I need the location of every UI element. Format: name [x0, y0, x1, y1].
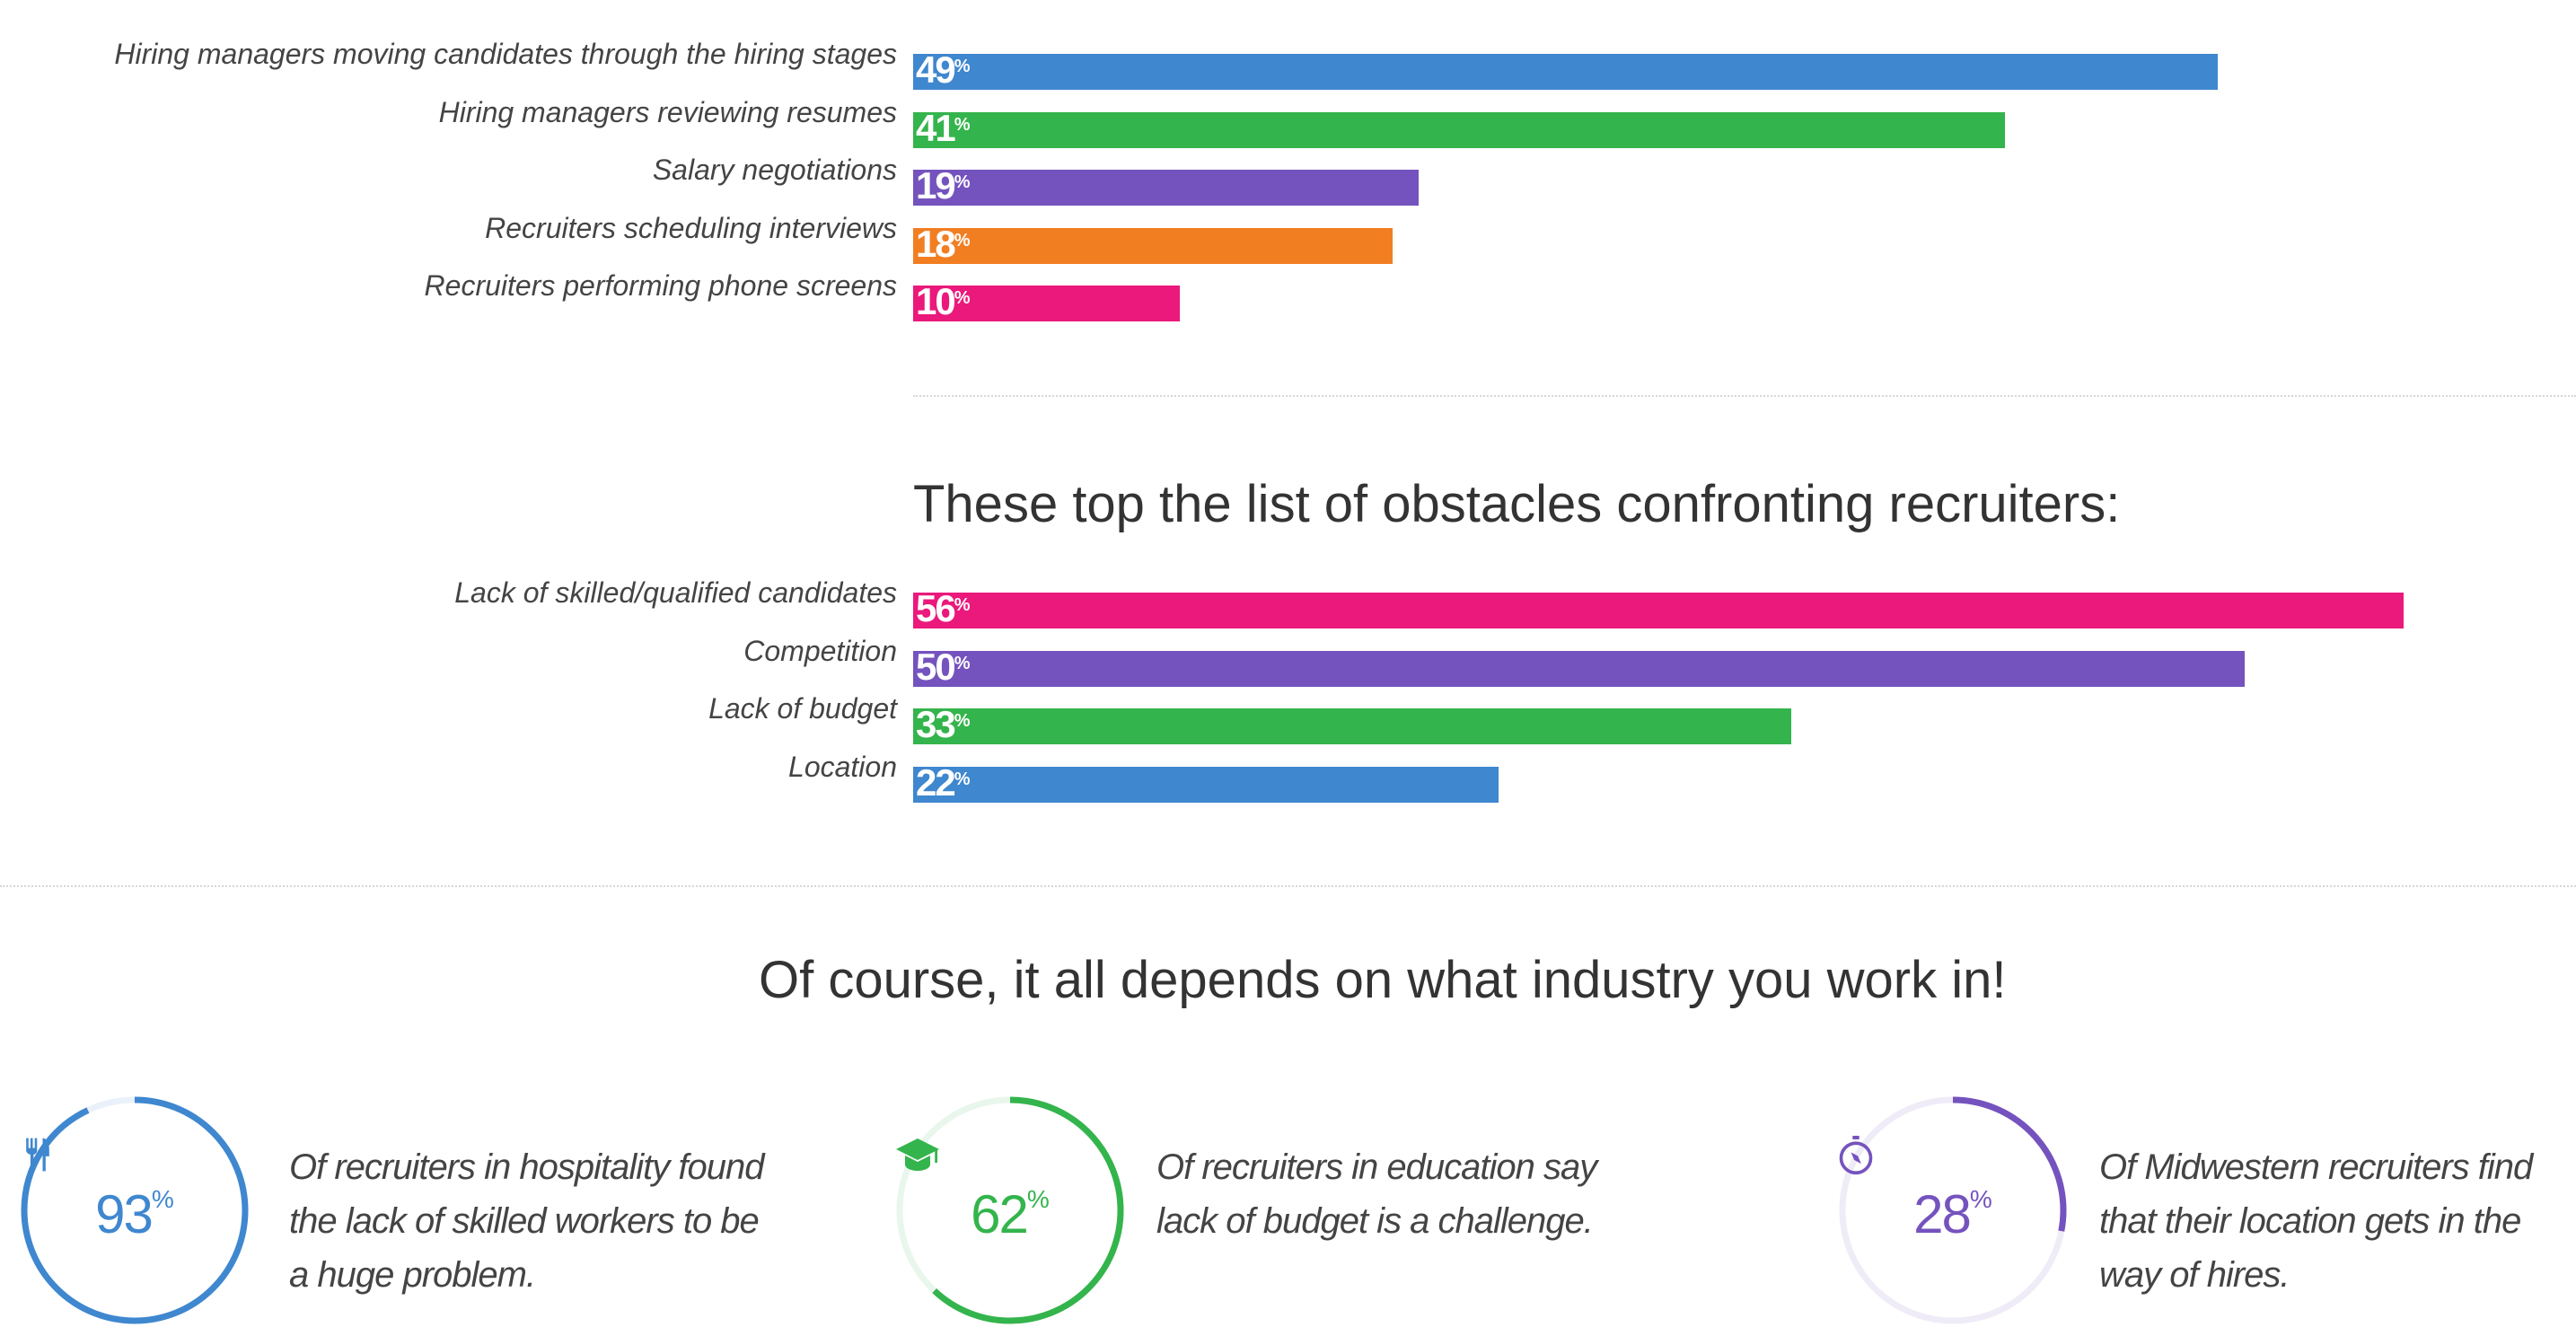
bar	[913, 111, 2005, 148]
bar-value: 56	[916, 587, 956, 629]
progress-ring	[1839, 1096, 2067, 1324]
stat-number: 93	[95, 1184, 154, 1244]
stat-description-line: way of hires.	[2099, 1255, 2290, 1295]
stat-description: Of recruiters in education say lack of bu…	[1156, 1140, 1659, 1248]
bar-value: 50	[916, 645, 956, 688]
bar-row: Hiring managers reviewing resumes 41%	[0, 94, 2576, 148]
percent-sign: %	[954, 653, 971, 673]
stat-description-line: Of recruiters in hospitality found	[289, 1147, 764, 1187]
bar-label: Lack of skilled/qualified candidates	[454, 576, 897, 609]
bar-value-label: 41%	[916, 106, 971, 149]
stat-number: 28	[1913, 1184, 1972, 1244]
stat-description-line: Of Midwestern recruiters find	[2099, 1147, 2533, 1187]
percent-sign: %	[954, 595, 971, 615]
bar	[913, 286, 1180, 321]
hiring-bottlenecks-chart: Hiring managers moving candidates throug…	[0, 36, 2576, 341]
percent-sign: %	[1026, 1185, 1050, 1213]
bar-value: 10	[916, 280, 956, 322]
bar-row: Salary negotiations 19%	[0, 152, 2576, 206]
bar-value-label: 10%	[916, 282, 971, 321]
percent-sign: %	[954, 288, 971, 308]
stat-description-line: lack of budget is a challenge.	[1156, 1201, 1594, 1241]
bar-value-label: 19%	[916, 166, 971, 206]
stat-description-line: Of recruiters in education say	[1156, 1147, 1597, 1187]
bar-label: Recruiters scheduling interviews	[485, 211, 897, 244]
stat-description-line: the lack of skilled workers to be	[289, 1201, 760, 1241]
bar-value: 18	[916, 222, 956, 265]
bar-value: 41	[916, 106, 956, 149]
bar-row: Competition 50%	[0, 633, 2576, 687]
percent-sign: %	[151, 1185, 174, 1213]
bar-value-label: 56%	[916, 589, 971, 628]
bar-label: Salary negotiations	[652, 154, 897, 186]
bar-label: Location	[788, 750, 897, 783]
industry-stat-ring: 28%	[1836, 1094, 2070, 1327]
progress-ring	[21, 1096, 249, 1324]
bar-value: 22	[916, 760, 956, 804]
stat-value: 28%	[1836, 1183, 2070, 1245]
percent-sign: %	[954, 114, 971, 135]
bar	[913, 708, 1792, 744]
progress-ring	[896, 1096, 1124, 1324]
bar-row: Recruiters scheduling interviews 18%	[0, 210, 2576, 264]
divider-bottom	[0, 885, 2576, 887]
bar-row: Lack of budget 33%	[0, 690, 2576, 744]
stat-description-line: a huge problem.	[289, 1255, 536, 1295]
bar-label: Recruiters performing phone screens	[424, 269, 897, 302]
stat-description-line: that their location gets in the	[2099, 1201, 2521, 1241]
bar	[913, 593, 2405, 628]
stat-number: 62	[971, 1184, 1029, 1244]
ring-progress-arc	[1839, 1096, 2067, 1324]
bar-value: 49	[916, 48, 956, 91]
ring-progress-arc	[21, 1096, 249, 1324]
percent-sign: %	[954, 769, 971, 789]
bar-label: Lack of budget	[708, 692, 897, 725]
bar-row: Lack of skilled/qualified candidates 56%	[0, 575, 2576, 628]
stat-description: Of recruiters in hospitality found the la…	[289, 1140, 792, 1302]
recruiter-obstacles-chart: Lack of skilled/qualified candidates 56% C…	[0, 575, 2576, 844]
industry-heading: Of course, it all depends on what indust…	[759, 951, 2007, 1009]
percent-sign: %	[954, 57, 971, 76]
bar	[913, 227, 1393, 264]
bar-value-label: 33%	[916, 705, 971, 744]
bar	[913, 650, 2245, 687]
bar	[913, 170, 1420, 206]
obstacles-heading: These top the list of obstacles confront…	[913, 475, 2121, 533]
bar-row: Recruiters performing phone screens 10%	[0, 268, 2576, 321]
percent-sign: %	[954, 711, 971, 731]
industry-stat-ring: 62%	[893, 1094, 1127, 1327]
percent-sign: %	[954, 230, 971, 250]
stat-value: 62%	[893, 1183, 1127, 1245]
industry-stat-ring: 93%	[18, 1094, 251, 1327]
bar	[913, 54, 2218, 90]
divider-top	[913, 395, 2576, 397]
bar-label: Hiring managers moving candidates throug…	[114, 38, 897, 70]
bar-value-label: 49%	[916, 50, 971, 90]
bar-value-label: 22%	[916, 760, 971, 804]
bar-value: 33	[916, 703, 956, 745]
bar	[913, 766, 1499, 803]
percent-sign: %	[954, 172, 971, 192]
ring-progress-arc	[896, 1096, 1124, 1324]
bar-row: Location 22%	[0, 749, 2576, 803]
bar-value-label: 50%	[916, 645, 971, 688]
bar-label: Competition	[743, 634, 897, 667]
percent-sign: %	[1969, 1185, 1992, 1213]
bar-value-label: 18%	[916, 224, 971, 264]
bar-row: Hiring managers moving candidates throug…	[0, 36, 2576, 90]
stat-value: 93%	[18, 1183, 251, 1245]
stat-description: Of Midwestern recruiters find that their …	[2099, 1140, 2576, 1302]
bar-label: Hiring managers reviewing resumes	[438, 95, 897, 128]
bar-value: 19	[916, 164, 956, 207]
